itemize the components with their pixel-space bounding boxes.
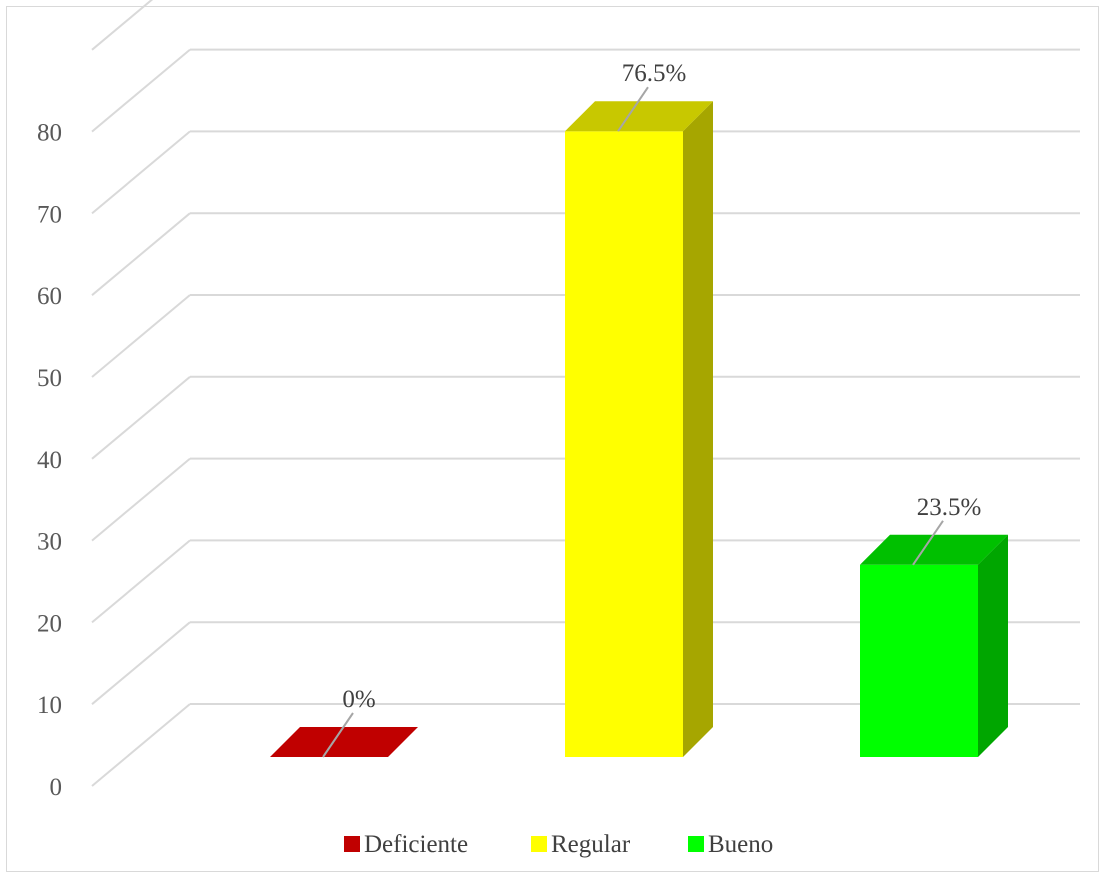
data-labels: 0% 76.5% 23.5% (322, 60, 982, 758)
side-wall-gridline (91, 130, 191, 215)
y-tick-label: 50 (37, 365, 62, 392)
y-tick-label: 80 (37, 120, 62, 147)
side-wall-gridline (91, 0, 154, 51)
side-wall-gridline (91, 703, 191, 787)
leader-line (322, 712, 354, 758)
bar-front (565, 131, 683, 758)
bar-side (683, 101, 713, 758)
legend-swatch (688, 836, 704, 852)
leader-line (912, 520, 944, 566)
bar-deficiente[interactable] (270, 727, 418, 757)
side-wall-gridline (91, 376, 191, 460)
y-tick-label: 30 (37, 529, 62, 556)
legend-swatch (344, 836, 360, 852)
side-wall-gridline (91, 212, 191, 296)
y-tick-label: 20 (37, 610, 62, 637)
y-tick-label: 10 (37, 692, 62, 719)
bar-top (565, 101, 713, 132)
y-tick-label: 40 (37, 447, 62, 474)
y-tick-label: 70 (37, 201, 62, 228)
legend-swatch (531, 836, 547, 852)
y-tick-label: 0 (50, 774, 63, 801)
legend-label: Regular (551, 831, 631, 858)
data-label: 0% (342, 686, 375, 713)
side-wall-gridline (91, 48, 191, 133)
legend-item-regular[interactable]: Regular (531, 831, 631, 858)
side-wall-gridline (91, 294, 191, 378)
legend-label: Bueno (708, 831, 773, 858)
data-label: 76.5% (622, 60, 687, 87)
leader-line (617, 86, 649, 132)
side-wall-gridline (91, 539, 191, 624)
bars (270, 101, 1008, 758)
legend[interactable]: Deficiente Regular Bueno (344, 831, 773, 858)
bar-top (270, 727, 418, 757)
data-label: 23.5% (917, 494, 982, 521)
side-wall-gridline (91, 621, 191, 705)
side-wall-gridline (91, 457, 191, 542)
legend-item-bueno[interactable]: Bueno (688, 831, 773, 858)
y-tick-label: 60 (37, 283, 62, 310)
bar-front (860, 564, 978, 757)
legend-item-deficiente[interactable]: Deficiente (344, 831, 468, 858)
bar-bueno[interactable] (860, 534, 1008, 757)
bar-side (978, 534, 1008, 757)
bar-regular[interactable] (565, 101, 713, 758)
y-axis-ticks: 0 10 20 30 40 50 60 70 80 (37, 120, 62, 801)
bar-top (860, 534, 1008, 565)
legend-label: Deficiente (364, 831, 468, 858)
